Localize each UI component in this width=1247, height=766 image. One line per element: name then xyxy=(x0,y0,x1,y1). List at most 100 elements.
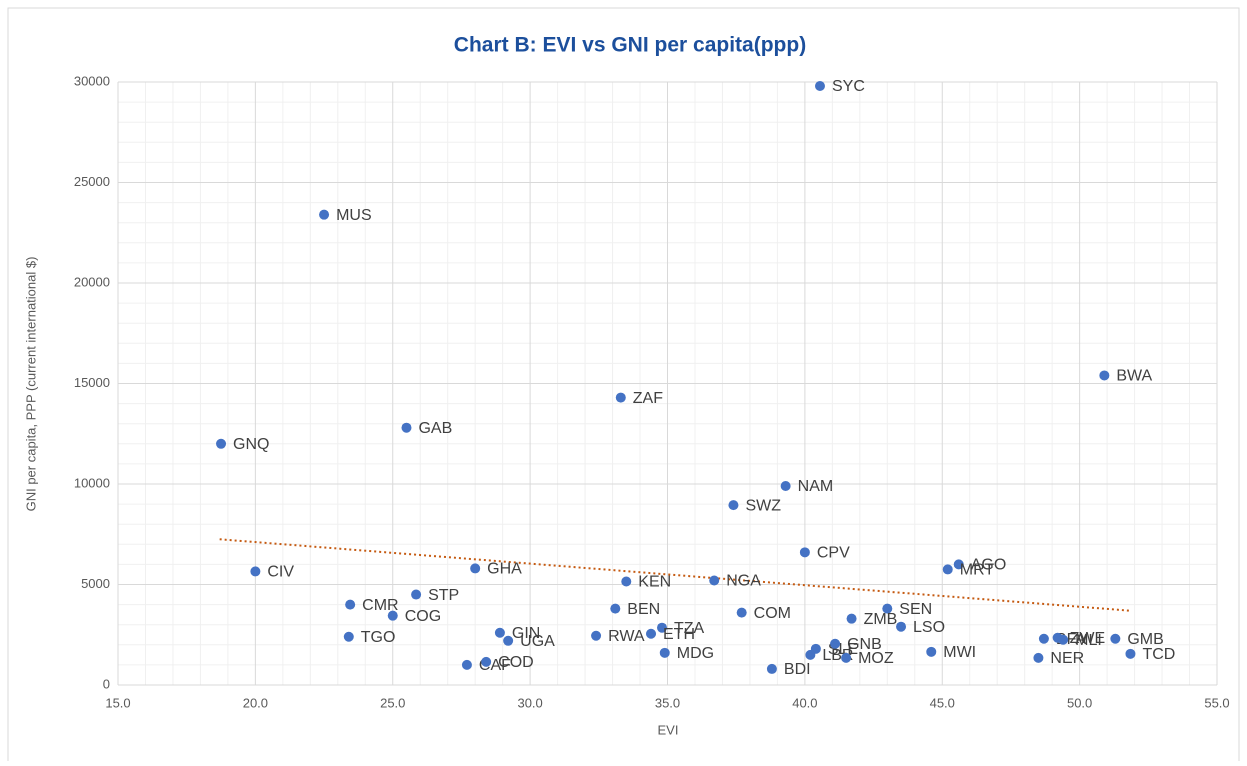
point xyxy=(411,589,422,600)
point xyxy=(345,599,356,610)
point-label: ZMB xyxy=(864,611,898,628)
x-tick-label: 30.0 xyxy=(517,695,542,710)
point-label: MUS xyxy=(336,207,372,224)
x-tick-label: 35.0 xyxy=(655,695,680,710)
point-label: GMB xyxy=(1127,631,1163,648)
point xyxy=(461,659,472,670)
point xyxy=(709,575,720,586)
point xyxy=(1033,652,1044,663)
point-label: GAB xyxy=(418,420,452,437)
point xyxy=(615,392,626,403)
point xyxy=(610,603,621,614)
point-label: GNB xyxy=(847,636,882,653)
point xyxy=(1125,648,1136,659)
x-tick-label: 20.0 xyxy=(243,695,268,710)
point xyxy=(736,607,747,618)
chart-border xyxy=(7,7,1240,766)
point-label: MWI xyxy=(943,644,976,661)
point xyxy=(1038,633,1049,644)
point-label: BEN xyxy=(627,601,660,618)
point xyxy=(646,628,657,639)
point xyxy=(387,610,398,621)
point-label: NAM xyxy=(798,478,834,495)
point-label: CPV xyxy=(817,545,850,562)
y-tick-label: 5000 xyxy=(81,576,110,591)
point xyxy=(846,613,857,624)
point xyxy=(830,638,841,649)
point xyxy=(926,646,937,657)
x-tick-label: 25.0 xyxy=(380,695,405,710)
point xyxy=(814,81,825,92)
point-label: BDI xyxy=(784,661,811,678)
point xyxy=(401,422,412,433)
y-tick-label: 0 xyxy=(103,676,110,691)
point-label: LSO xyxy=(913,619,945,636)
x-tick-label: 40.0 xyxy=(792,695,817,710)
point-label: CMR xyxy=(362,597,398,614)
point-label: ZAF xyxy=(633,390,663,407)
point-label: MOZ xyxy=(858,650,894,667)
point-label: GIN xyxy=(512,625,540,642)
point-label: SWZ xyxy=(745,497,781,514)
x-tick-label: 55.0 xyxy=(1204,695,1229,710)
y-tick-label: 15000 xyxy=(74,375,110,390)
point xyxy=(319,209,330,220)
point xyxy=(805,649,816,660)
point xyxy=(766,663,777,674)
point-label: KEN xyxy=(638,574,671,591)
point-label: TCD xyxy=(1142,646,1175,663)
point-label: NGA xyxy=(726,573,761,590)
point xyxy=(799,547,810,558)
trendline xyxy=(219,538,1130,612)
point-label: TGO xyxy=(361,629,396,646)
point-label: UGA xyxy=(520,633,555,650)
point-label: NER xyxy=(1050,650,1084,667)
point xyxy=(591,630,602,641)
point-label: MLI xyxy=(1075,632,1102,649)
point xyxy=(896,621,907,632)
x-tick-label: 45.0 xyxy=(930,695,955,710)
point xyxy=(659,647,670,658)
point xyxy=(216,438,227,449)
point xyxy=(1110,633,1121,644)
chart-title: Chart B: EVI vs GNI per capita(ppp) xyxy=(454,34,806,57)
point xyxy=(470,563,481,574)
point xyxy=(503,635,514,646)
point-label: BWA xyxy=(1116,368,1152,385)
point xyxy=(953,559,964,570)
point xyxy=(780,481,791,492)
point-label: MDG xyxy=(677,645,714,662)
point xyxy=(942,564,953,575)
point-label: SYC xyxy=(832,78,865,95)
point-label: GNQ xyxy=(233,436,269,453)
point-label: COG xyxy=(405,608,441,625)
point xyxy=(250,566,261,577)
point-label: ETH xyxy=(663,626,695,643)
y-tick-label: 30000 xyxy=(74,73,110,88)
point xyxy=(1058,634,1069,645)
point-label: AGO xyxy=(971,557,1007,574)
y-tick-label: 10000 xyxy=(74,475,110,490)
point-label: COM xyxy=(754,605,791,622)
point-label: MRT xyxy=(960,562,995,579)
point-label: SEN xyxy=(899,601,932,618)
point xyxy=(657,622,668,633)
x-tick-label: 50.0 xyxy=(1067,695,1092,710)
y-tick-label: 20000 xyxy=(74,274,110,289)
point-label: CIV xyxy=(267,564,294,581)
point xyxy=(728,500,739,511)
y-axis-label: GNI per capita, PPP (current internation… xyxy=(23,257,38,512)
point xyxy=(1099,370,1110,381)
y-tick-label: 25000 xyxy=(74,174,110,189)
point xyxy=(841,652,852,663)
point xyxy=(343,631,354,642)
point xyxy=(494,627,505,638)
point xyxy=(481,656,492,667)
point-label: STP xyxy=(428,587,459,604)
x-axis-label: EVI xyxy=(658,722,679,737)
point-label: RWA xyxy=(608,628,645,645)
point xyxy=(882,603,893,614)
point-label: COD xyxy=(498,654,534,671)
point-label: GHA xyxy=(487,561,522,578)
